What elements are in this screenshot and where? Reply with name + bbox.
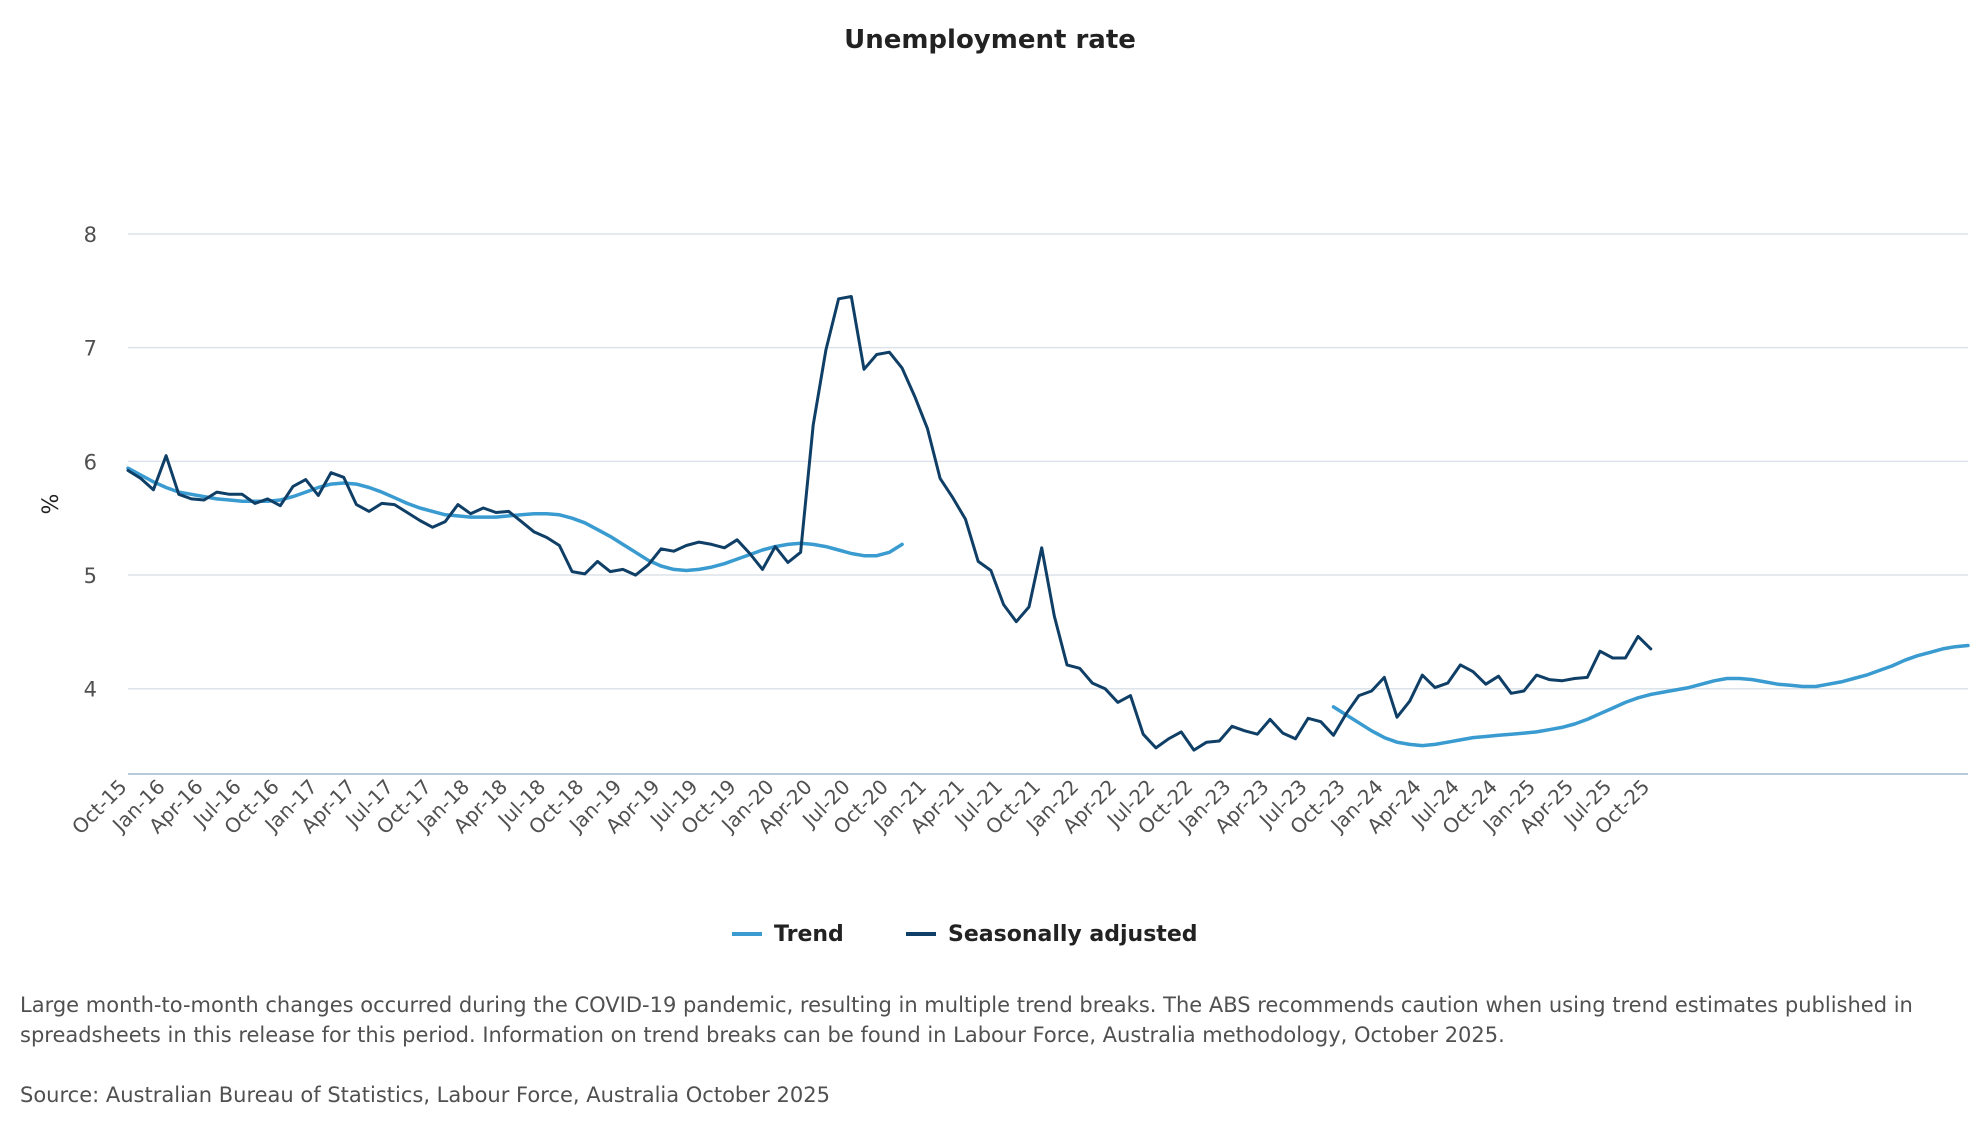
legend-label-seasonally-adjusted: Seasonally adjusted	[948, 922, 1198, 947]
y-tick-label-8: 8	[84, 223, 97, 247]
legend-label-trend: Trend	[774, 922, 844, 947]
x-tick-labels: Oct-15Jan-16Apr-16Jul-16Oct-16Jan-17Apr-…	[67, 775, 1654, 840]
y-axis-label: %	[39, 494, 64, 515]
series-line-seasonally-adjusted	[126, 295, 1653, 752]
y-tick-label-4: 4	[84, 678, 97, 702]
unemployment-chart: Unemployment rate 4 5 6 7 8 % Oct-15Jan-16Ap…	[39, 25, 1970, 947]
legend-item-seasonally-adjusted[interactable]: Seasonally adjusted	[906, 922, 1198, 947]
chart-title: Unemployment rate	[844, 25, 1136, 55]
y-axis: 4 5 6 7 8	[84, 223, 97, 702]
legend: Trend Seasonally adjusted	[732, 922, 1198, 947]
gridlines	[128, 233, 1968, 690]
y-tick-label-7: 7	[84, 337, 97, 361]
legend-item-trend[interactable]: Trend	[732, 922, 844, 947]
y-tick-label-6: 6	[84, 450, 97, 474]
chart-source: Source: Australian Bureau of Statistics,…	[20, 1083, 830, 1107]
chart-footnote: Large month-to-month changes occurred du…	[20, 993, 1913, 1047]
series-lines	[126, 295, 1970, 752]
y-tick-label-5: 5	[84, 564, 97, 588]
